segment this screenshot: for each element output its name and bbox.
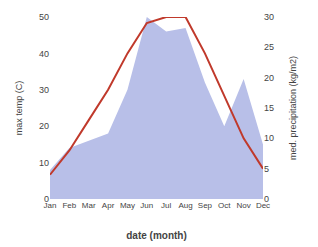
- svg-text:May: May: [120, 201, 135, 210]
- svg-text:0: 0: [44, 194, 49, 204]
- svg-text:30: 30: [264, 12, 274, 22]
- svg-text:Nov: Nov: [237, 201, 251, 210]
- svg-text:30: 30: [39, 85, 49, 95]
- svg-text:Feb: Feb: [62, 201, 76, 210]
- svg-text:20: 20: [39, 121, 49, 131]
- svg-text:max temp (C): max temp (C): [14, 81, 24, 136]
- svg-text:20: 20: [264, 73, 274, 83]
- svg-text:Mar: Mar: [82, 201, 96, 210]
- svg-text:Aug: Aug: [178, 201, 192, 210]
- svg-text:Oct: Oct: [218, 201, 231, 210]
- svg-text:date (month): date (month): [126, 230, 187, 241]
- svg-text:Dec: Dec: [256, 201, 270, 210]
- svg-text:Jan: Jan: [44, 201, 57, 210]
- svg-text:Sep: Sep: [198, 201, 213, 210]
- svg-text:0: 0: [264, 194, 269, 204]
- svg-text:Jun: Jun: [140, 201, 153, 210]
- svg-text:10: 10: [39, 158, 49, 168]
- svg-text:10: 10: [264, 133, 274, 143]
- svg-text:25: 25: [264, 42, 274, 52]
- svg-text:Jul: Jul: [161, 201, 171, 210]
- svg-text:40: 40: [39, 49, 49, 59]
- svg-text:50: 50: [39, 12, 49, 22]
- svg-text:5: 5: [264, 164, 269, 174]
- svg-text:15: 15: [264, 103, 274, 113]
- svg-text:Apr: Apr: [102, 201, 115, 210]
- svg-text:med. precipitation (kg/m2): med. precipitation (kg/m2): [288, 56, 298, 160]
